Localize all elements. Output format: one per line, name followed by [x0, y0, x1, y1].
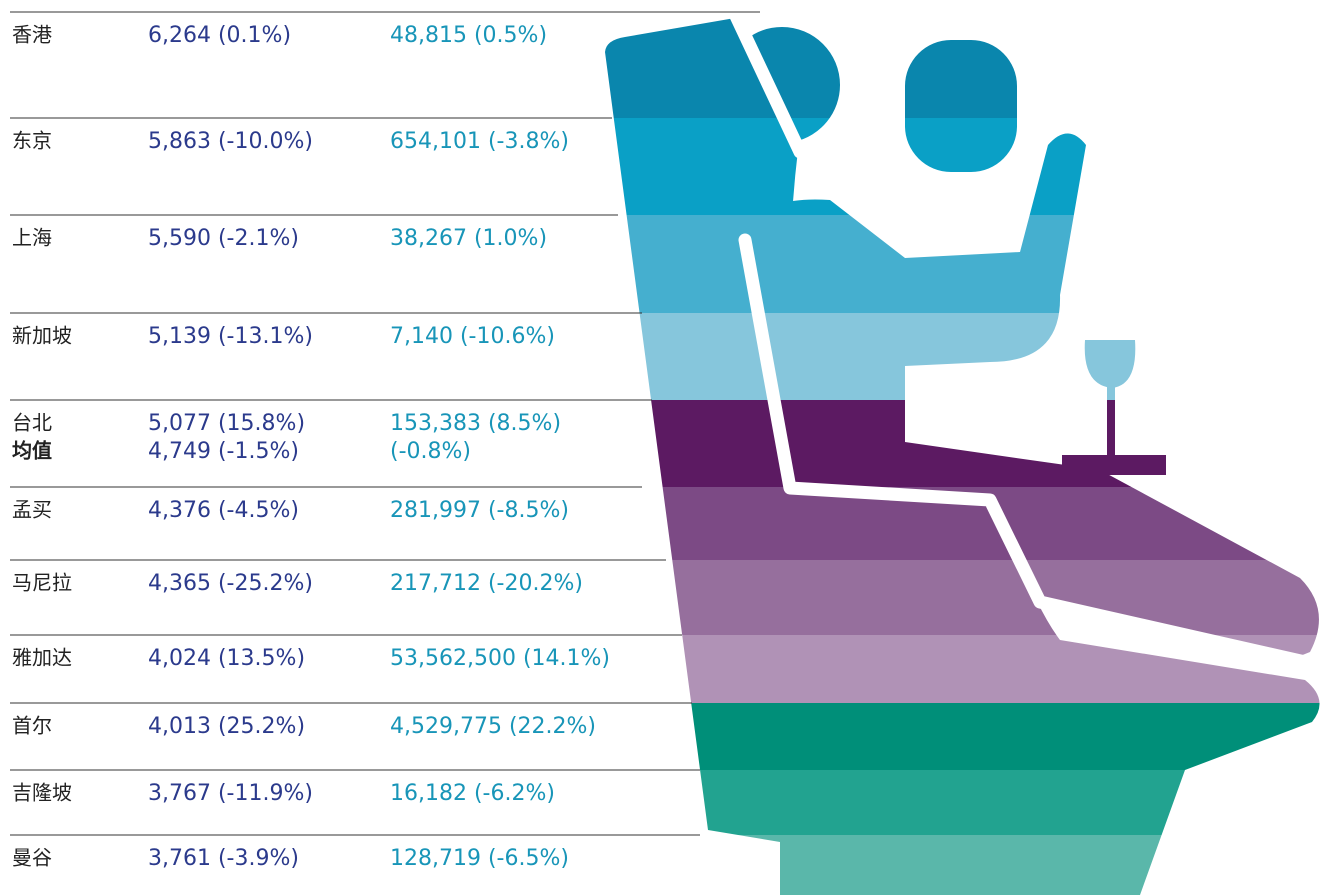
usd-value: 4,365 (-25.2%) [148, 571, 313, 596]
usd-value: 4,376 (-4.5%) [148, 498, 299, 523]
local-value: 38,267 (1.0%) [390, 226, 547, 251]
usd-value: 5,077 (15.8%) [148, 411, 305, 436]
city: 雅加达 [12, 646, 72, 670]
seat-gap [728, 7, 1312, 669]
usd-value: 3,761 (-3.9%) [148, 846, 299, 871]
city: 东京 [12, 129, 52, 153]
seat-icon [605, 18, 1320, 895]
usd-value: 4,013 (25.2%) [148, 714, 305, 739]
city: 新加坡 [12, 324, 72, 348]
city: 香港 [12, 23, 52, 47]
average-usd: 4,749 (-1.5%) [148, 439, 299, 464]
city: 首尔 [12, 714, 52, 738]
usd-value: 3,767 (-11.9%) [148, 781, 313, 806]
city: 吉隆坡 [12, 781, 72, 805]
usd-value: 5,863 (-10.0%) [148, 129, 313, 154]
local-value: 217,712 (-20.2%) [390, 571, 583, 596]
local-value: 128,719 (-6.5%) [390, 846, 569, 871]
local-value: 16,182 (-6.2%) [390, 781, 555, 806]
city: 孟买 [12, 498, 52, 522]
city: 台北 [12, 411, 52, 435]
city: 马尼拉 [12, 571, 72, 595]
usd-value: 6,264 (0.1%) [148, 23, 291, 48]
usd-value: 5,139 (-13.1%) [148, 324, 313, 349]
local-value: 7,140 (-10.6%) [390, 324, 555, 349]
local-value: 654,101 (-3.8%) [390, 129, 569, 154]
city: 上海 [12, 226, 52, 250]
usd-value: 4,024 (13.5%) [148, 646, 305, 671]
local-value: 281,997 (-8.5%) [390, 498, 569, 523]
local-value: 153,383 (8.5%) [390, 411, 561, 436]
usd-value: 5,590 (-2.1%) [148, 226, 299, 251]
local-value: 53,562,500 (14.1%) [390, 646, 610, 671]
local-value: 48,815 (0.5%) [390, 23, 547, 48]
average-local: (-0.8%) [390, 439, 471, 464]
average-label: 均值 [12, 439, 52, 463]
city: 曼谷 [12, 846, 52, 870]
local-value: 4,529,775 (22.2%) [390, 714, 596, 739]
